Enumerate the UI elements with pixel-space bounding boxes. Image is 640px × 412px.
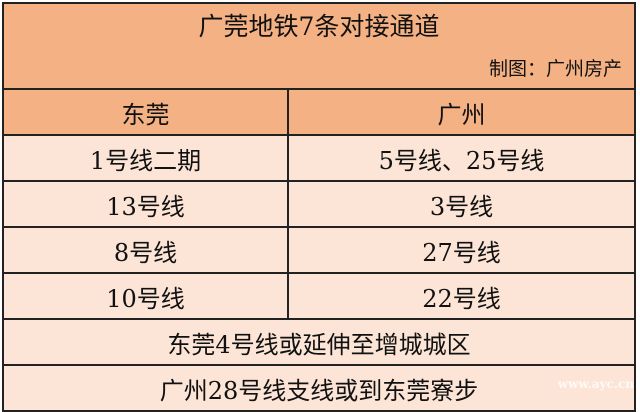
cell-guangzhou: 3号线 <box>289 182 634 226</box>
header-guangzhou: 广州 <box>289 90 634 134</box>
note-row: 广州28号线支线或到东莞寮步 <box>4 366 634 410</box>
cell-dongguan: 1号线二期 <box>4 136 289 180</box>
cell-guangzhou: 27号线 <box>289 228 634 272</box>
cell-dongguan: 10号线 <box>4 274 289 318</box>
cell-guangzhou: 22号线 <box>289 274 634 318</box>
table-title: 广莞地铁7条对接通道 <box>4 4 634 46</box>
table-row: 10号线 22号线 <box>4 274 634 320</box>
table-row: 1号线二期 5号线、25号线 <box>4 136 634 182</box>
note-row: 东莞4号线或延伸至增城城区 <box>4 320 634 366</box>
watermark: www.ayc.cn <box>558 377 634 391</box>
note: 广州28号线支线或到东莞寮步 <box>4 366 634 410</box>
note: 东莞4号线或延伸至增城城区 <box>4 320 634 364</box>
title-row: 广莞地铁7条对接通道 <box>4 4 634 46</box>
cell-dongguan: 8号线 <box>4 228 289 272</box>
table-row: 13号线 3号线 <box>4 182 634 228</box>
cell-dongguan: 13号线 <box>4 182 289 226</box>
table-row: 8号线 27号线 <box>4 228 634 274</box>
credit-row: 制图：广州房产 <box>4 46 634 90</box>
credit: 制图：广州房产 <box>4 46 634 88</box>
header-row: 东莞 广州 <box>4 90 634 136</box>
cell-guangzhou: 5号线、25号线 <box>289 136 634 180</box>
header-dongguan: 东莞 <box>4 90 289 134</box>
